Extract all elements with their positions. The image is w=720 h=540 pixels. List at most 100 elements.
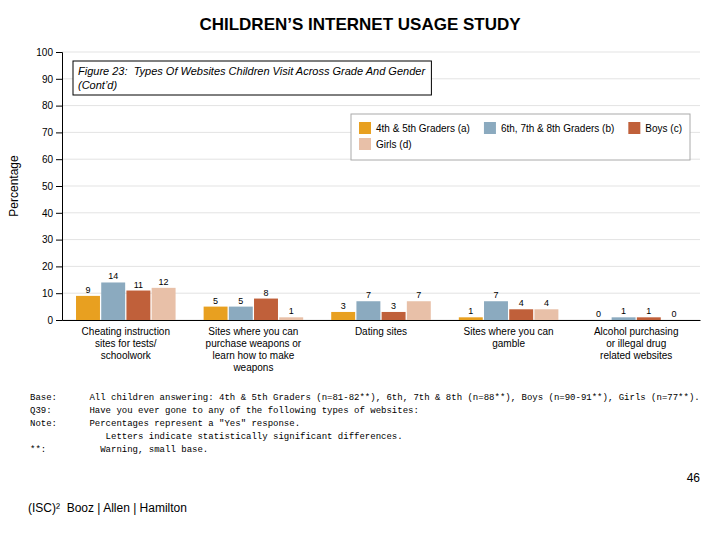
legend-swatch bbox=[484, 122, 496, 134]
bars bbox=[76, 282, 661, 320]
data-label: 7 bbox=[416, 290, 421, 300]
data-label: 4 bbox=[519, 298, 524, 308]
legend-label: Girls (d) bbox=[376, 139, 412, 150]
bar bbox=[662, 320, 686, 321]
bar bbox=[254, 299, 278, 320]
legend-label: Boys (c) bbox=[645, 123, 682, 134]
series bbox=[152, 288, 559, 320]
bar bbox=[126, 291, 150, 320]
x-axis: Cheating instructionsites for tests/scho… bbox=[63, 321, 701, 374]
y-tick-mark bbox=[56, 159, 62, 160]
y-tick-mark bbox=[56, 106, 62, 107]
x-tick-label-line: Cheating instruction bbox=[82, 326, 170, 337]
bar bbox=[279, 317, 303, 320]
legend-item: 4th & 5th Graders (a) bbox=[359, 122, 470, 134]
y-tick: 60 bbox=[42, 154, 62, 165]
y-tick-label: 70 bbox=[42, 127, 54, 138]
y-tick-mark bbox=[56, 213, 62, 214]
y-tick: 40 bbox=[42, 208, 62, 219]
series bbox=[126, 291, 660, 320]
series bbox=[101, 282, 635, 320]
grid-line bbox=[62, 105, 700, 106]
x-tick: Alcohol purchasingor illegal drugrelated… bbox=[594, 326, 679, 361]
bar bbox=[586, 320, 610, 321]
legend-frame bbox=[351, 114, 690, 160]
grid-line bbox=[62, 239, 700, 240]
y-tick: 80 bbox=[42, 100, 62, 111]
data-label: 12 bbox=[159, 277, 169, 287]
data-label: 8 bbox=[263, 288, 268, 298]
title: CHILDREN’S INTERNET USAGE STUDY bbox=[199, 15, 521, 34]
subtitle-line: (Cont’d) bbox=[78, 79, 117, 91]
x-tick-label-line: Alcohol purchasing bbox=[594, 326, 679, 337]
x-tick-label-line: learn how to make bbox=[213, 350, 295, 361]
x-tick-label: Dating sites bbox=[355, 326, 407, 337]
y-tick-label: 40 bbox=[42, 208, 54, 219]
x-tick-label-line: or illegal drug bbox=[606, 338, 666, 349]
data-label: 1 bbox=[468, 306, 473, 316]
x-tick-label: Sites where you canpurchase weapons orle… bbox=[206, 326, 302, 373]
bar bbox=[637, 317, 661, 320]
y-tick: 20 bbox=[42, 261, 62, 272]
y-tick-label: 80 bbox=[42, 100, 54, 111]
data-label: 4 bbox=[544, 298, 549, 308]
bar bbox=[229, 307, 253, 320]
legend-label: 4th & 5th Graders (a) bbox=[376, 123, 470, 134]
legend-swatch bbox=[359, 122, 371, 134]
y-axis-title: Percentage bbox=[7, 155, 21, 217]
bar bbox=[484, 301, 508, 320]
bar bbox=[382, 312, 406, 320]
y-tick: 50 bbox=[42, 181, 62, 192]
x-tick-label: Cheating instructionsites for tests/scho… bbox=[82, 326, 170, 361]
bar bbox=[534, 309, 558, 320]
data-label: 11 bbox=[134, 280, 143, 290]
x-tick-label-line: purchase weapons or bbox=[206, 338, 302, 349]
data-labels: 95310145771118341121740 bbox=[85, 271, 676, 319]
y-tick-mark bbox=[56, 186, 62, 187]
bar bbox=[407, 301, 431, 320]
data-label: 3 bbox=[391, 301, 396, 311]
notes: Base: All children answering: 4th & 5th … bbox=[30, 393, 700, 455]
y-tick-label: 60 bbox=[42, 154, 54, 165]
data-label: 1 bbox=[621, 306, 626, 316]
y-tick: 10 bbox=[42, 288, 62, 299]
legend-label: 6th, 7th & 8th Graders (b) bbox=[501, 123, 614, 134]
y-tick: 30 bbox=[42, 234, 62, 245]
y-tick: 70 bbox=[42, 127, 62, 138]
bar bbox=[331, 312, 355, 320]
x-tick-label: Alcohol purchasingor illegal drugrelated… bbox=[594, 326, 679, 361]
y-tick-mark bbox=[56, 132, 62, 133]
y-axis: 0102030405060708090100 bbox=[36, 47, 62, 326]
legend-item: Girls (d) bbox=[359, 138, 412, 150]
y-tick-mark bbox=[56, 79, 62, 80]
y-tick-label: 10 bbox=[42, 288, 54, 299]
grid-line bbox=[62, 266, 700, 267]
y-axis-line bbox=[56, 53, 63, 321]
y-tick-mark bbox=[56, 266, 62, 267]
bar bbox=[509, 309, 533, 320]
y-tick-label: 30 bbox=[42, 234, 54, 245]
data-label: 3 bbox=[341, 301, 346, 311]
bar bbox=[204, 307, 228, 320]
grid-line bbox=[62, 186, 700, 187]
chart-svg: CHILDREN’S INTERNET USAGE STUDY 0 10 20 30 40… bbox=[0, 0, 720, 540]
note: Base: All children answering: 4th & 5th … bbox=[30, 393, 700, 403]
note: **: Warning, small base. bbox=[30, 445, 208, 455]
note: Q39: Have you ever gone to any of the fo… bbox=[30, 406, 419, 416]
x-tick-label-line: Sites where you can bbox=[208, 326, 298, 337]
note: Letters indicate statistically significa… bbox=[30, 432, 403, 442]
legend: 4th & 5th Graders (a) 6th, 7th & 8th Grad… bbox=[351, 114, 690, 160]
x-tick-label-line: gamble bbox=[492, 338, 525, 349]
bar bbox=[612, 317, 636, 320]
x-tick-label-line: sites for tests/ bbox=[95, 338, 157, 349]
y-tick-label: 0 bbox=[47, 315, 53, 326]
data-label: 5 bbox=[238, 296, 243, 306]
subtitle-frame bbox=[73, 61, 431, 95]
data-label: 1 bbox=[646, 306, 651, 316]
bar bbox=[459, 317, 483, 320]
data-label: 1 bbox=[289, 306, 294, 316]
y-tick-mark bbox=[56, 293, 62, 294]
subtitle: Figure 23: Types Of Websites Children Vi… bbox=[78, 65, 426, 91]
legend-swatch bbox=[359, 138, 371, 150]
y-tick-mark bbox=[56, 320, 62, 321]
